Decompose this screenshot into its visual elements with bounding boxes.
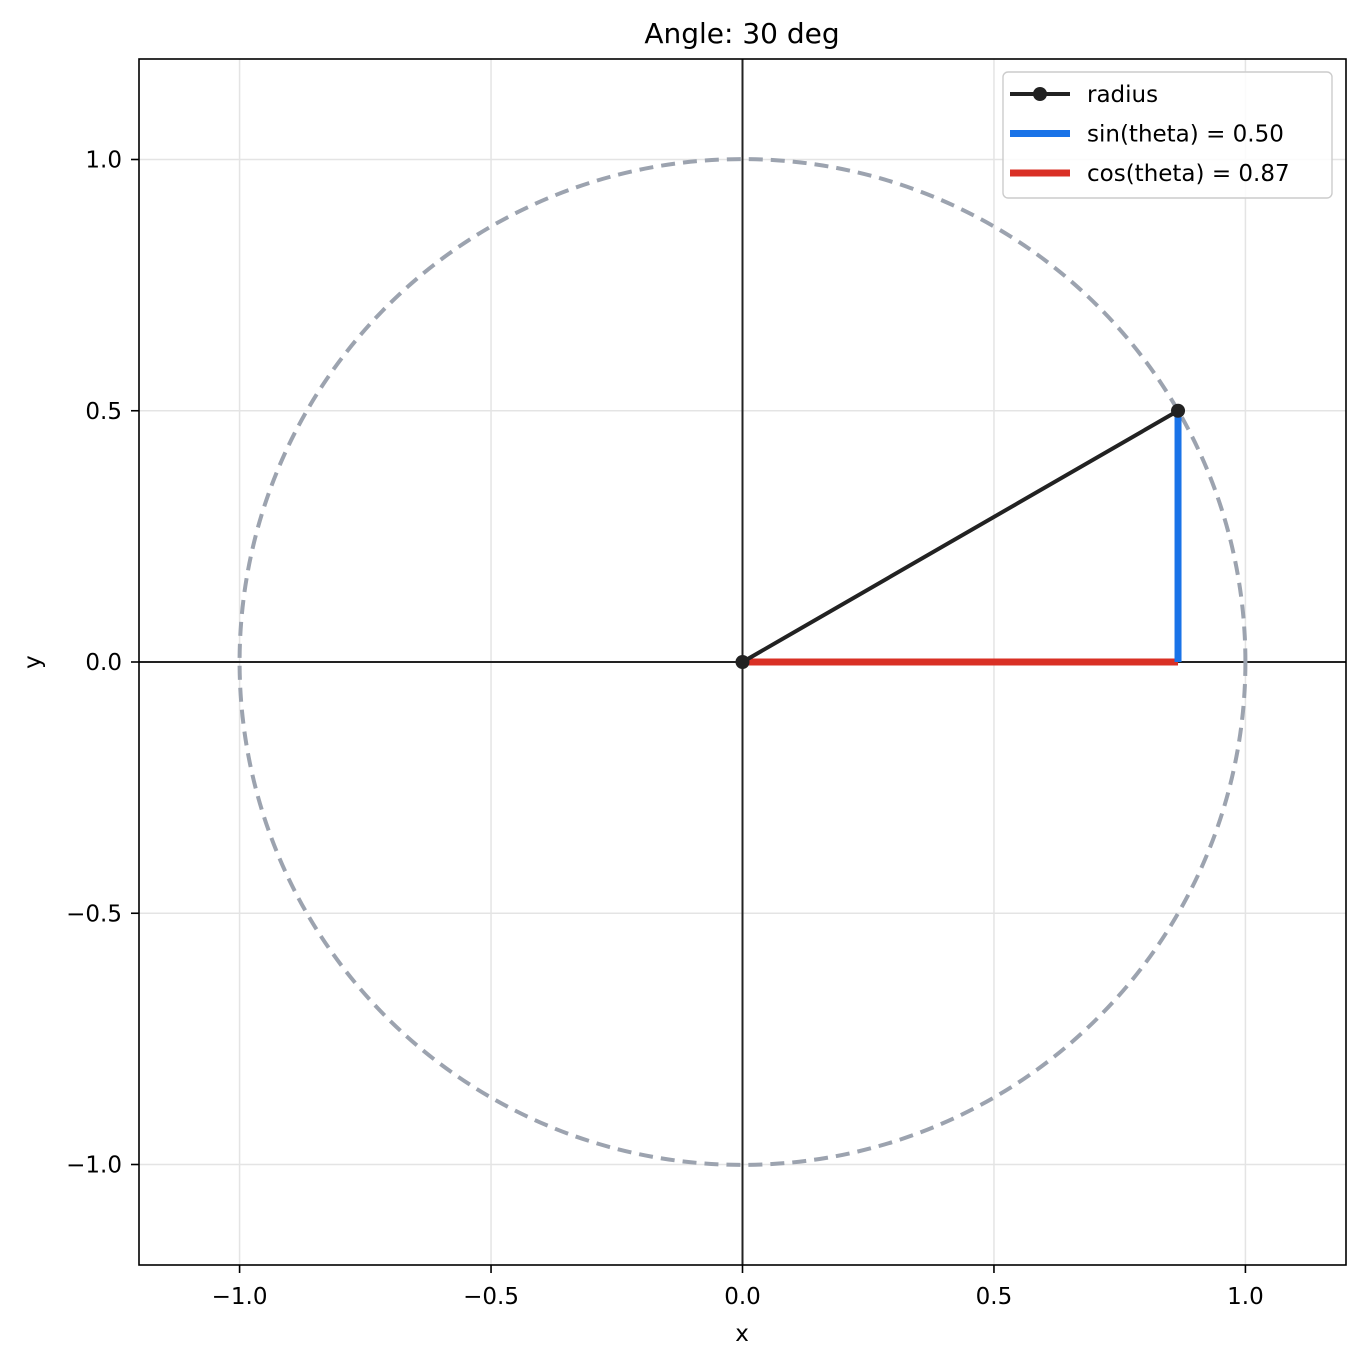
y-tick-label-2: 0.0 <box>85 650 122 676</box>
chart-title: Angle: 30 deg <box>644 17 839 50</box>
x-tick-label-0: −1.0 <box>212 1284 268 1310</box>
x-tick-label-2: 0.0 <box>724 1284 761 1310</box>
x-tick-label-1: −0.5 <box>463 1284 519 1310</box>
unit-circle <box>237 157 1248 1167</box>
series-line-radius <box>740 408 1181 664</box>
legend: radius sin(theta) = 0.50 cos(theta) = 0.87 <box>1002 71 1333 199</box>
legend-label: cos(theta) = 0.87 <box>1087 161 1290 187</box>
legend-item-radius: radius <box>1010 82 1158 108</box>
y-tick-label-0: −1.0 <box>66 1153 122 1179</box>
x-tick-label-3: 0.5 <box>976 1284 1013 1310</box>
y-tick-label-3: 0.5 <box>85 399 122 425</box>
y-tick-label-1: −0.5 <box>66 901 122 927</box>
radius-point-1 <box>1171 403 1186 418</box>
series-group <box>735 403 1186 669</box>
y-axis-label: y <box>20 655 46 669</box>
legend-item-sin-theta-0-50: sin(theta) = 0.50 <box>1010 122 1284 148</box>
legend-label: sin(theta) = 0.50 <box>1087 122 1284 148</box>
legend-box <box>1002 71 1333 199</box>
x-tick-label-4: 1.0 <box>1227 1284 1264 1310</box>
x-axis-label: x <box>735 1321 749 1347</box>
legend-item-cos-theta-0-87: cos(theta) = 0.87 <box>1010 161 1290 187</box>
y-tick-label-4: 1.0 <box>85 148 122 174</box>
legend-label: radius <box>1087 82 1158 108</box>
radius-point-0 <box>735 655 750 669</box>
ticks: −1.0 −0.5 0.0 0.5 1.0 −1.0 −0.5 0.0 0.5 1.0 <box>66 148 1264 1311</box>
legend-marker <box>1033 87 1047 101</box>
